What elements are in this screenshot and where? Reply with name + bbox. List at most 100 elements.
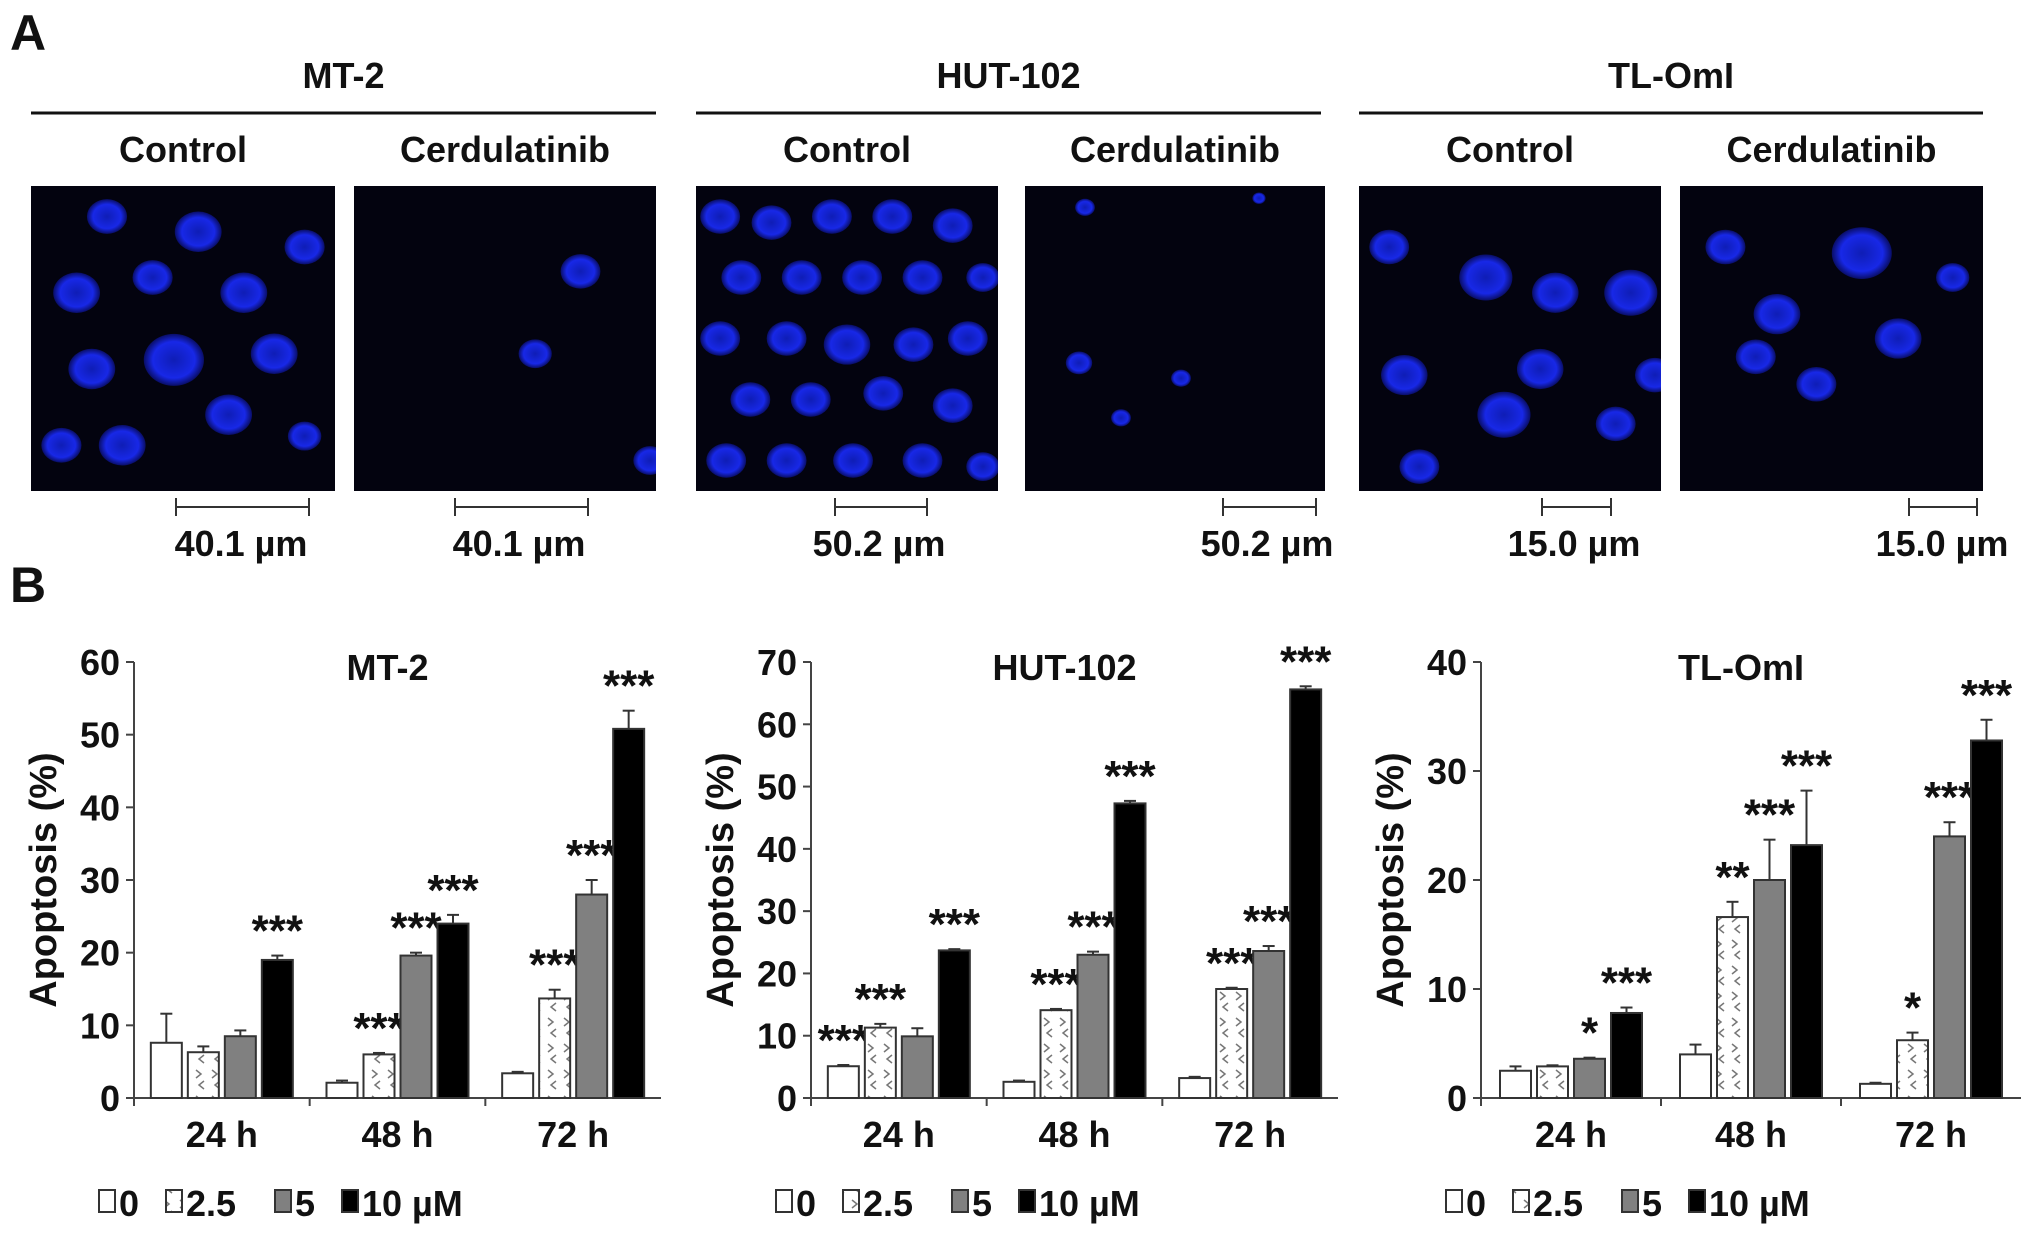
legend-label: 2.5 [1533, 1183, 1583, 1224]
scale-bar-label: 50.2 µm [1201, 523, 1334, 564]
bar-2.5-72h [538, 997, 572, 1099]
nucleus [220, 272, 268, 313]
nucleus [1252, 192, 1266, 204]
y-tick-label: 60 [757, 704, 797, 745]
significance-marker: *** [1601, 959, 1653, 1008]
bar-2.5-24h [863, 1026, 897, 1100]
nucleus [1705, 229, 1746, 265]
significance-marker: *** [252, 907, 304, 956]
bar-10-72h [1289, 688, 1323, 1099]
cell-line-header: HUT-102 [936, 55, 1080, 96]
significance-marker: *** [1104, 752, 1156, 801]
x-tick-label: 72 h [1214, 1114, 1286, 1155]
legend: 0 2.5 5 10 µM [775, 1183, 1140, 1224]
nucleus [1635, 357, 1661, 393]
y-tick-label: 70 [757, 642, 797, 683]
y-tick-label: 50 [757, 767, 797, 808]
nucleus [1399, 449, 1440, 484]
chart-title: TL-OmI [1678, 647, 1804, 688]
nucleus [1604, 269, 1658, 316]
nucleus [1459, 254, 1513, 301]
significance-marker: *** [818, 1016, 870, 1065]
bar-5-24h [1573, 1057, 1606, 1100]
nucleus [833, 443, 873, 478]
bar-0-48h [325, 1081, 359, 1099]
y-tick-label: 10 [1427, 969, 1467, 1010]
significance-marker: *** [529, 941, 581, 990]
nucleus [132, 260, 173, 295]
nucleus [1595, 406, 1636, 442]
legend-label: 5 [295, 1183, 315, 1224]
nucleus [751, 205, 792, 240]
y-axis-label: Apoptosis (%) [700, 752, 742, 1007]
scale-bar [175, 498, 310, 516]
bar-10-24h [260, 958, 294, 1100]
bar-5-72h [575, 893, 609, 1099]
nucleus [790, 382, 831, 417]
nucleus [947, 321, 988, 356]
bar-0-72h [501, 1072, 535, 1100]
chart-title: MT-2 [346, 647, 428, 688]
legend-swatch [274, 1189, 292, 1213]
x-tick-label: 72 h [537, 1114, 609, 1155]
nucleus [872, 199, 913, 234]
micrograph-background [1359, 186, 1661, 491]
nucleus [1735, 339, 1776, 375]
nucleus [966, 263, 998, 292]
micrograph-background [354, 186, 656, 491]
nucleus [41, 427, 82, 463]
nucleus [1369, 229, 1410, 265]
legend-swatch [165, 1189, 183, 1213]
significance-marker: ** [1715, 853, 1750, 902]
legend-label: 5 [1642, 1183, 1662, 1224]
y-tick-label: 40 [80, 787, 120, 828]
significance-marker: *** [1744, 791, 1796, 840]
y-tick-label: 20 [757, 953, 797, 994]
legend-swatch [1512, 1189, 1530, 1213]
micrograph-hut-102-cerdulatinib [1025, 186, 1325, 491]
panel-b-label: B [10, 557, 46, 613]
y-tick-label: 30 [1427, 751, 1467, 792]
bar-5-48h [399, 954, 433, 1099]
scale-bar [1908, 498, 1978, 516]
y-tick-label: 30 [757, 891, 797, 932]
nucleus [902, 260, 943, 295]
y-tick-label: 0 [100, 1078, 120, 1119]
bar-2.5-72h [1896, 1039, 1929, 1099]
x-tick-label: 48 h [1715, 1114, 1787, 1155]
bar-0-48h [1002, 1080, 1036, 1099]
y-tick-label: 50 [80, 715, 120, 756]
scale-bar [1222, 498, 1317, 516]
cell-line-header: MT-2 [302, 55, 384, 96]
nucleus [721, 260, 762, 295]
legend-swatch [1688, 1189, 1706, 1213]
nucleus [53, 272, 101, 313]
bar-5-48h [1076, 953, 1110, 1099]
significance-marker: *** [603, 662, 655, 711]
legend-label: 0 [119, 1183, 139, 1224]
y-tick-label: 20 [80, 933, 120, 974]
condition-label: Control [119, 129, 247, 170]
scale-bar-label: 40.1 µm [453, 523, 586, 564]
bar-5-24h [223, 1035, 257, 1099]
significance-marker: *** [566, 831, 618, 880]
nucleus [1171, 369, 1191, 387]
legend-swatch [1445, 1189, 1463, 1213]
legend-swatch [951, 1189, 969, 1213]
nucleus [1753, 293, 1801, 335]
scale-bar-label: 40.1 µm [175, 523, 308, 564]
panel-a-microscopy: MT-2 Control 40.1 µm Cerdulatinib 40.1 µm HUT… [31, 55, 2008, 564]
significance-marker: *** [1280, 637, 1332, 686]
nucleus [1477, 391, 1531, 438]
nucleus [706, 443, 747, 478]
nucleus [205, 394, 253, 435]
nucleus [287, 421, 322, 451]
legend-label: 5 [972, 1183, 992, 1224]
nucleus [1831, 227, 1892, 280]
bar-10-24h [1610, 1011, 1643, 1099]
legend-swatch [842, 1189, 860, 1213]
bar-0-24h [826, 1065, 860, 1099]
nucleus [766, 443, 807, 478]
